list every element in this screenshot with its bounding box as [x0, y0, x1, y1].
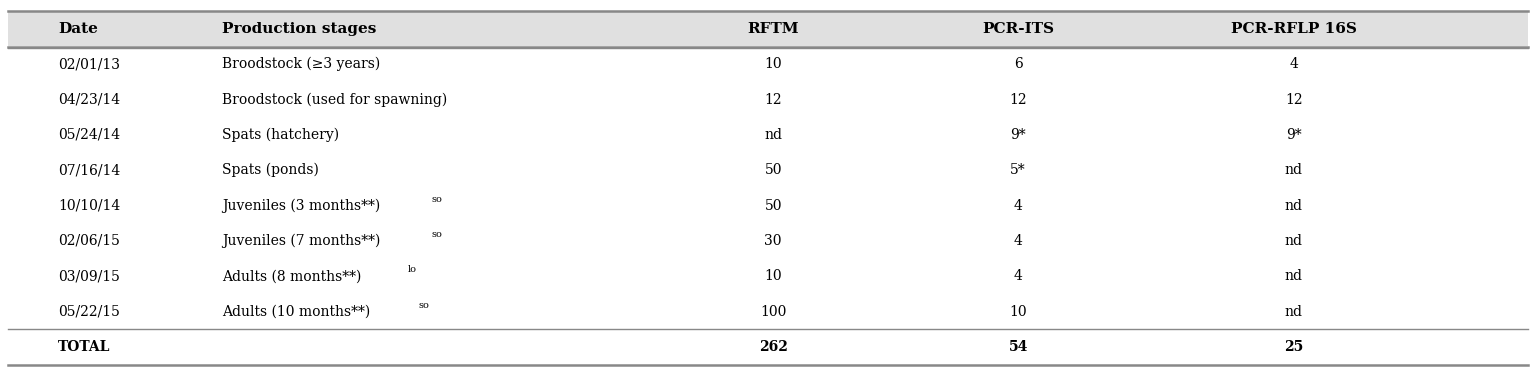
Text: Adults (10 months**): Adults (10 months**): [222, 305, 375, 318]
Text: 54: 54: [1009, 340, 1027, 354]
Text: 25: 25: [1285, 340, 1303, 354]
Text: nd: nd: [1285, 163, 1303, 177]
Bar: [8, 223, 1528, 259]
Text: PCR-RFLP 16S: PCR-RFLP 16S: [1231, 22, 1356, 36]
Bar: [8, 188, 1528, 223]
Text: so: so: [419, 301, 430, 310]
Text: 50: 50: [764, 199, 782, 212]
Text: 10/10/14: 10/10/14: [58, 199, 121, 212]
Text: 02/06/15: 02/06/15: [58, 234, 119, 248]
Text: nd: nd: [1285, 234, 1303, 248]
Text: 05/24/14: 05/24/14: [58, 128, 121, 142]
Text: 03/09/15: 03/09/15: [58, 269, 119, 283]
Text: 10: 10: [1009, 305, 1027, 318]
Text: 9*: 9*: [1286, 128, 1301, 142]
Text: nd: nd: [1285, 269, 1303, 283]
Text: nd: nd: [1285, 199, 1303, 212]
Text: 5*: 5*: [1010, 163, 1026, 177]
Text: Adults (8 months**): Adults (8 months**): [222, 269, 366, 283]
Text: 100: 100: [759, 305, 787, 318]
Bar: [8, 11, 1528, 46]
Text: nd: nd: [764, 128, 782, 142]
Text: Juveniles (7 months**): Juveniles (7 months**): [222, 234, 384, 248]
Bar: [8, 329, 1528, 365]
Bar: [8, 153, 1528, 188]
Text: Date: Date: [58, 22, 98, 36]
Text: 02/01/13: 02/01/13: [58, 57, 119, 71]
Text: Juveniles (3 months**): Juveniles (3 months**): [222, 198, 384, 213]
Text: 4: 4: [1014, 199, 1023, 212]
Text: Production stages: Production stages: [222, 22, 377, 36]
Text: so: so: [432, 230, 442, 239]
Bar: [8, 82, 1528, 117]
Text: 6: 6: [1014, 57, 1023, 71]
Text: so: so: [432, 195, 442, 203]
Text: 30: 30: [764, 234, 782, 248]
Text: Spats (hatchery): Spats (hatchery): [222, 128, 340, 142]
Text: lo: lo: [407, 265, 416, 274]
Text: Spats (ponds): Spats (ponds): [222, 163, 318, 177]
Text: 10: 10: [764, 57, 782, 71]
Text: 12: 12: [1285, 93, 1303, 106]
Bar: [8, 294, 1528, 329]
Text: 05/22/15: 05/22/15: [58, 305, 119, 318]
Bar: [8, 46, 1528, 82]
Text: Broodstock (≥3 years): Broodstock (≥3 years): [222, 57, 380, 71]
Bar: [8, 259, 1528, 294]
Text: 07/16/14: 07/16/14: [58, 163, 121, 177]
Text: nd: nd: [1285, 305, 1303, 318]
Text: 04/23/14: 04/23/14: [58, 93, 121, 106]
Bar: [8, 117, 1528, 153]
Text: 9*: 9*: [1010, 128, 1026, 142]
Text: TOTAL: TOTAL: [58, 340, 110, 354]
Text: 50: 50: [764, 163, 782, 177]
Text: Broodstock (used for spawning): Broodstock (used for spawning): [222, 92, 447, 107]
Text: PCR-ITS: PCR-ITS: [981, 22, 1055, 36]
Text: 4: 4: [1289, 57, 1298, 71]
Text: 4: 4: [1014, 234, 1023, 248]
Text: 262: 262: [759, 340, 787, 354]
Text: 10: 10: [764, 269, 782, 283]
Text: RFTM: RFTM: [747, 22, 799, 36]
Text: 4: 4: [1014, 269, 1023, 283]
Text: 12: 12: [764, 93, 782, 106]
Text: 12: 12: [1009, 93, 1027, 106]
